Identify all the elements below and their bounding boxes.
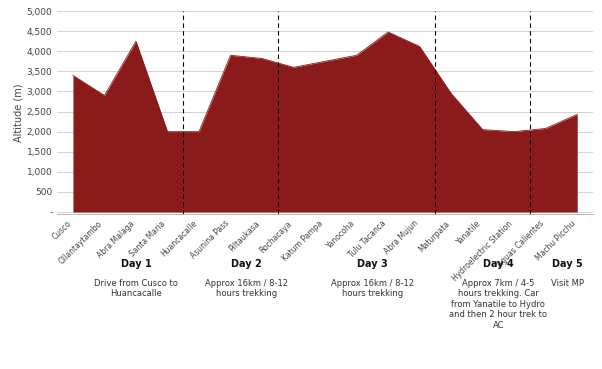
Text: Day 4: Day 4 <box>483 259 514 269</box>
Text: Approx 16km / 8-12
hours trekking: Approx 16km / 8-12 hours trekking <box>205 279 288 299</box>
Text: Drive from Cusco to
Huancacalle: Drive from Cusco to Huancacalle <box>94 279 178 299</box>
Text: Day 5: Day 5 <box>553 259 583 269</box>
Text: Approx 16km / 8-12
hours trekking: Approx 16km / 8-12 hours trekking <box>331 279 414 299</box>
Y-axis label: Altitude (m): Altitude (m) <box>14 83 24 142</box>
Text: Approx 7km / 4-5
hours trekking. Car
from Yanatile to Hydro
and then 2 hour trek: Approx 7km / 4-5 hours trekking. Car fro… <box>450 279 547 330</box>
Text: Day 2: Day 2 <box>231 259 262 269</box>
Text: Visit MP: Visit MP <box>551 279 585 288</box>
Text: Day 1: Day 1 <box>120 259 151 269</box>
Text: Day 3: Day 3 <box>357 259 388 269</box>
